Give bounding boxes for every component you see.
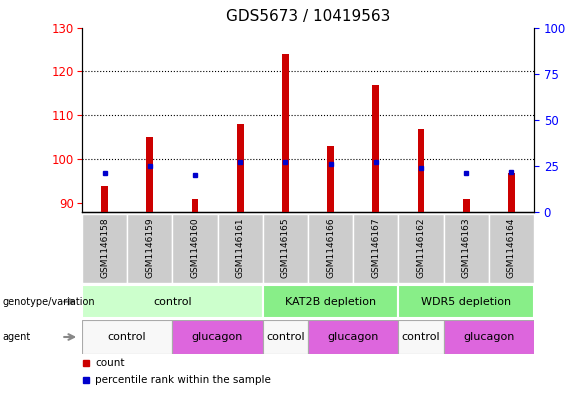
Text: WDR5 depletion: WDR5 depletion — [421, 297, 511, 307]
Bar — [263, 320, 308, 354]
Text: GSM1146159: GSM1146159 — [145, 218, 154, 278]
Text: GSM1146163: GSM1146163 — [462, 218, 471, 278]
Bar — [82, 214, 127, 283]
Text: GSM1146166: GSM1146166 — [326, 218, 335, 278]
Bar — [489, 214, 534, 283]
Text: glucagon: glucagon — [328, 332, 379, 342]
Text: control: control — [153, 297, 192, 307]
Text: glucagon: glucagon — [192, 332, 243, 342]
Bar — [82, 285, 263, 318]
Title: GDS5673 / 10419563: GDS5673 / 10419563 — [226, 9, 390, 24]
Text: GSM1146158: GSM1146158 — [100, 218, 109, 278]
Text: GSM1146167: GSM1146167 — [371, 218, 380, 278]
Bar — [282, 54, 289, 212]
Text: control: control — [402, 332, 440, 342]
Bar — [263, 214, 308, 283]
Bar — [308, 320, 398, 354]
Bar — [463, 199, 470, 212]
Bar — [327, 146, 334, 212]
Bar — [237, 124, 244, 212]
Text: percentile rank within the sample: percentile rank within the sample — [95, 375, 271, 386]
Bar — [372, 84, 379, 212]
Text: genotype/variation: genotype/variation — [3, 297, 95, 307]
Text: GSM1146164: GSM1146164 — [507, 218, 516, 278]
Text: GSM1146161: GSM1146161 — [236, 218, 245, 278]
Bar — [508, 173, 515, 212]
Bar — [398, 214, 444, 283]
Text: GSM1146162: GSM1146162 — [416, 218, 425, 278]
Text: glucagon: glucagon — [463, 332, 514, 342]
Text: control: control — [266, 332, 305, 342]
Bar — [444, 214, 489, 283]
Bar — [172, 214, 218, 283]
Bar — [192, 199, 198, 212]
Bar — [353, 214, 398, 283]
Bar — [263, 285, 398, 318]
Bar — [418, 129, 424, 212]
Text: GSM1146160: GSM1146160 — [190, 218, 199, 278]
Text: control: control — [108, 332, 146, 342]
Bar — [308, 214, 353, 283]
Bar — [172, 320, 263, 354]
Text: KAT2B depletion: KAT2B depletion — [285, 297, 376, 307]
Bar — [398, 320, 444, 354]
Bar — [218, 214, 263, 283]
Bar — [146, 138, 153, 212]
Bar — [398, 285, 534, 318]
Text: count: count — [95, 358, 125, 369]
Bar — [444, 320, 534, 354]
Bar — [127, 214, 172, 283]
Text: GSM1146165: GSM1146165 — [281, 218, 290, 278]
Bar — [101, 186, 108, 212]
Text: agent: agent — [3, 332, 31, 342]
Bar — [82, 320, 172, 354]
